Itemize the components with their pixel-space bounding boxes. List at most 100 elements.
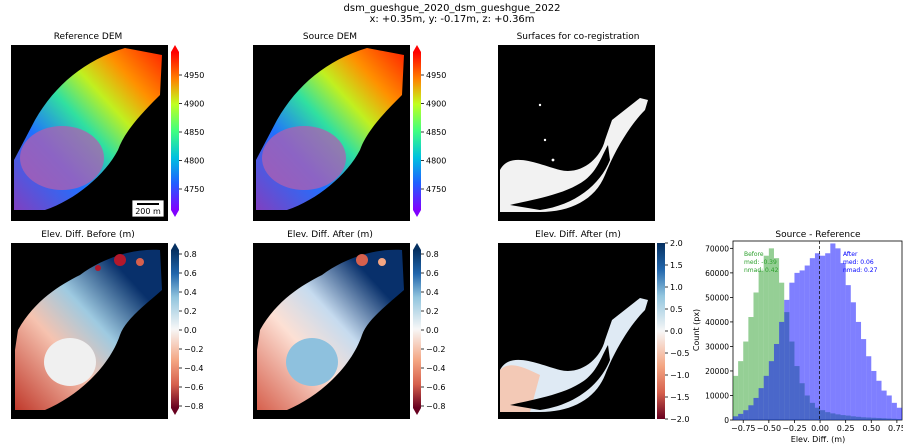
src-dem-panel — [253, 45, 410, 221]
hist-bar-after — [886, 395, 892, 420]
hist-bar-before — [763, 255, 769, 420]
colorbar-tick-label: 0.5 — [670, 305, 683, 314]
x-tick-label: −0.75 — [731, 424, 756, 433]
hist-bar-before — [733, 375, 739, 420]
colorbar-tick-label: 4800 — [426, 157, 446, 166]
hist-bar-before — [748, 317, 754, 420]
hist-bar-after — [753, 397, 759, 420]
hist-bar-after — [738, 413, 744, 420]
colorbar-tick-label: −1.0 — [670, 371, 689, 380]
hist-bar-after — [773, 343, 780, 420]
y-tick-label: 60000 — [705, 269, 729, 278]
colorbar-tick-label: 4850 — [426, 128, 446, 137]
colorbar-tick-label: 0.2 — [184, 307, 197, 316]
diff-after2-title: Elev. Diff. After (m) — [535, 230, 621, 240]
suptitle-line-2: x: +0.35m, y: -0.17m, z: +0.36m — [369, 14, 534, 25]
y-tick-label: 10000 — [705, 391, 729, 400]
colorbar-tick-label: 0.0 — [426, 326, 439, 335]
stats-text: Before — [744, 251, 764, 258]
hist-bar-after — [896, 407, 902, 420]
colorbar-tick-label: 4850 — [184, 128, 204, 137]
y-tick-label: 20000 — [705, 367, 729, 376]
hist-bar-after — [876, 380, 882, 420]
hist-bar-after — [768, 361, 774, 420]
hist-bar-after — [758, 388, 764, 420]
diff-colorbar-1 — [171, 243, 179, 415]
hist-bar-after — [799, 270, 805, 420]
colorbar-tick-label: 1.0 — [670, 283, 683, 292]
colorbar-tick-label: 0.2 — [426, 307, 439, 316]
y-tick-label: 50000 — [705, 293, 729, 302]
hist-bar-after — [850, 302, 856, 420]
hist-bar-after — [825, 253, 831, 420]
surfaces-title: Surfaces for co-registration — [517, 32, 640, 42]
x-tick-label: 0.75 — [888, 424, 903, 433]
hist-bar-after — [784, 299, 790, 420]
hist-bar-after — [809, 258, 815, 420]
hist-bar-after — [871, 370, 877, 420]
colorbar-tick-label: 4900 — [426, 100, 446, 109]
colorbar-tick-label: 0.6 — [184, 269, 197, 278]
hist-bar-after — [763, 375, 769, 420]
y-tick-label: 40000 — [705, 318, 729, 327]
hist-bar-after — [866, 356, 872, 420]
colorbar-tick-label: −2.0 — [670, 415, 689, 424]
colorbar-tick-label: −0.2 — [426, 345, 445, 354]
colorbar-tick-label: −0.5 — [670, 349, 689, 358]
diff-before-panel — [11, 243, 168, 419]
suptitle-line-1: dsm_gueshgue_2020_dsm_gueshgue_2022 — [344, 3, 561, 14]
colorbar-tick-label: 1.5 — [670, 261, 683, 270]
hist-bar-after — [840, 263, 846, 420]
colorbar-tick-label: 0.8 — [426, 250, 439, 259]
hist-bar-after — [891, 402, 897, 420]
hist-bar-after — [835, 248, 841, 420]
hist-bar-after — [814, 253, 821, 420]
colorbar-tick-label: 0.4 — [184, 288, 197, 297]
hist-bar-after — [881, 390, 887, 420]
y-tick-label: 70000 — [705, 244, 729, 253]
stats-text: After — [843, 251, 858, 258]
ref-dem-title: Reference DEM — [54, 32, 123, 42]
dem-colorbar-2 — [413, 45, 421, 217]
hist-title: Source - Reference — [775, 230, 861, 240]
hist-bar-before — [753, 292, 759, 420]
x-tick-label: 0.00 — [811, 424, 829, 433]
colorbar-tick-label: 0.4 — [426, 288, 439, 297]
hist-bar-before — [773, 258, 780, 420]
y-tick-label: 0 — [724, 416, 729, 425]
colorbar-tick-label: 4750 — [184, 185, 204, 194]
colorbar-tick-label: 4900 — [184, 100, 204, 109]
x-tick-label: −0.25 — [782, 424, 807, 433]
hist-bar-after — [820, 255, 826, 420]
hist-bar-after — [743, 410, 749, 420]
colorbar-tick-label: −0.8 — [184, 402, 203, 411]
x-tick-label: 0.50 — [862, 424, 880, 433]
colorbar-tick-label: −0.4 — [426, 364, 445, 373]
colorbar-tick-label: 2.0 — [670, 239, 683, 248]
scale-bar-label: 200 m — [135, 207, 161, 216]
ref-dem-panel: 200 m — [11, 45, 168, 221]
colorbar-tick-label: 0.0 — [670, 327, 683, 336]
x-tick-label: 0.25 — [837, 424, 855, 433]
hist-bar-after — [855, 321, 862, 420]
x-tick-label: −0.50 — [757, 424, 782, 433]
colorbar-tick-label: 0.8 — [184, 250, 197, 259]
stats-text: nmad: 0.27 — [843, 267, 878, 274]
diff-before-title: Elev. Diff. Before (m) — [41, 230, 135, 240]
colorbar-tick-label: −0.8 — [426, 402, 445, 411]
hist-bar-after — [861, 339, 867, 420]
colorbar-tick-label: 0.0 — [184, 326, 197, 335]
colorbar-tick-label: 4750 — [426, 185, 446, 194]
colorbar-tick-label: 4950 — [184, 71, 204, 80]
hist-xlabel: Elev. Diff. (m) — [791, 435, 845, 444]
hist-bar-after — [779, 321, 785, 420]
y-tick-label: 30000 — [705, 342, 729, 351]
hist-bar-before — [743, 341, 749, 420]
hist-bar-after — [748, 405, 754, 420]
diff-colorbar-2 — [413, 243, 421, 415]
hist-bar-after — [804, 265, 810, 420]
hist-bar-before — [758, 270, 764, 420]
colorbar-tick-label: −0.6 — [184, 383, 203, 392]
colorbar-tick-label: 4950 — [426, 71, 446, 80]
